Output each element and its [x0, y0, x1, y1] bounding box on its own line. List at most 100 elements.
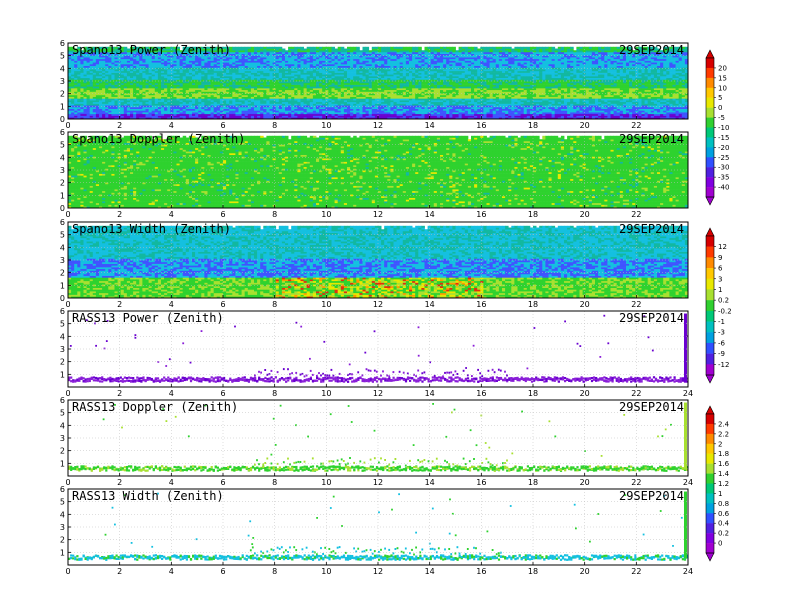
data-cell — [353, 76, 357, 78]
data-cell — [294, 61, 298, 63]
data-cell — [313, 100, 317, 102]
data-cell — [90, 88, 94, 90]
data-cell — [409, 81, 413, 83]
data-cell — [245, 59, 249, 61]
data-cell — [273, 50, 277, 52]
data-cell — [71, 86, 75, 88]
data-cell — [316, 76, 320, 78]
data-cell — [378, 64, 382, 66]
data-cell — [198, 109, 202, 111]
data-cell — [394, 64, 398, 66]
data-cell — [251, 86, 255, 88]
data-cell — [170, 69, 174, 71]
data-cell — [155, 100, 159, 102]
data-cell — [229, 97, 233, 99]
data-cell — [341, 62, 345, 64]
data-cell — [381, 88, 385, 90]
data-cell — [406, 64, 410, 66]
data-cell — [322, 69, 326, 71]
data-cell — [397, 97, 401, 99]
data-cell — [381, 61, 385, 63]
data-cell — [273, 59, 277, 61]
data-cell — [201, 107, 205, 109]
data-cell — [263, 49, 267, 51]
data-cell — [229, 81, 233, 83]
data-cell — [400, 81, 404, 83]
data-cell — [164, 104, 168, 106]
data-cell — [198, 73, 202, 75]
data-cell — [285, 100, 289, 102]
data-cell — [99, 102, 103, 104]
data-cell — [124, 116, 128, 118]
data-cell — [350, 86, 354, 88]
data-cell — [397, 50, 401, 52]
data-cell — [68, 114, 72, 116]
data-cell — [235, 90, 239, 92]
data-cell — [142, 116, 146, 118]
data-cell — [288, 102, 292, 104]
data-cell — [322, 64, 326, 66]
data-cell — [285, 78, 289, 80]
data-cell — [161, 116, 165, 118]
data-cell — [108, 66, 112, 68]
data-cell — [177, 92, 181, 94]
data-cell — [242, 98, 246, 100]
data-cell — [403, 88, 407, 90]
data-cell — [105, 86, 109, 88]
data-cell — [198, 69, 202, 71]
data-cell — [208, 100, 212, 102]
data-cell — [149, 76, 153, 78]
data-cell — [325, 98, 329, 100]
data-cell — [313, 90, 317, 92]
data-cell — [266, 112, 270, 114]
data-cell — [266, 100, 270, 102]
data-cell — [397, 76, 401, 78]
data-cell — [397, 95, 401, 97]
data-cell — [400, 66, 404, 68]
data-cell — [102, 88, 106, 90]
data-cell — [273, 92, 277, 94]
data-cell — [397, 107, 401, 109]
data-cell — [325, 104, 329, 106]
data-cell — [301, 109, 305, 111]
data-cell — [204, 62, 208, 64]
data-cell — [201, 69, 205, 71]
data-cell — [102, 98, 106, 100]
data-cell — [266, 66, 270, 68]
data-cell — [93, 102, 97, 104]
data-cell — [161, 62, 165, 64]
data-cell — [77, 90, 81, 92]
data-cell — [133, 112, 137, 114]
data-cell — [397, 104, 401, 106]
data-cell — [282, 69, 286, 71]
data-cell — [108, 109, 112, 111]
data-cell — [316, 50, 320, 52]
data-cell — [279, 107, 283, 109]
data-cell — [192, 61, 196, 63]
data-cell — [369, 71, 373, 73]
data-cell — [316, 71, 320, 73]
data-cell — [248, 62, 252, 64]
data-cell — [232, 112, 236, 114]
data-cell — [307, 73, 311, 75]
data-cell — [291, 47, 295, 49]
data-cell — [384, 69, 388, 71]
data-cell — [177, 78, 181, 80]
data-cell — [242, 109, 246, 111]
data-cell — [74, 116, 78, 118]
data-cell — [68, 98, 72, 100]
data-cell — [245, 71, 249, 73]
data-cell — [394, 66, 398, 68]
data-cell — [211, 66, 215, 68]
data-cell — [347, 102, 351, 104]
data-cell — [155, 73, 159, 75]
data-cell — [214, 83, 218, 85]
data-cell — [161, 98, 165, 100]
data-cell — [412, 88, 416, 90]
data-cell — [276, 81, 280, 83]
data-cell — [139, 90, 143, 92]
data-cell — [217, 78, 221, 80]
data-cell — [310, 66, 314, 68]
data-cell — [353, 107, 357, 109]
data-cell — [390, 71, 394, 73]
